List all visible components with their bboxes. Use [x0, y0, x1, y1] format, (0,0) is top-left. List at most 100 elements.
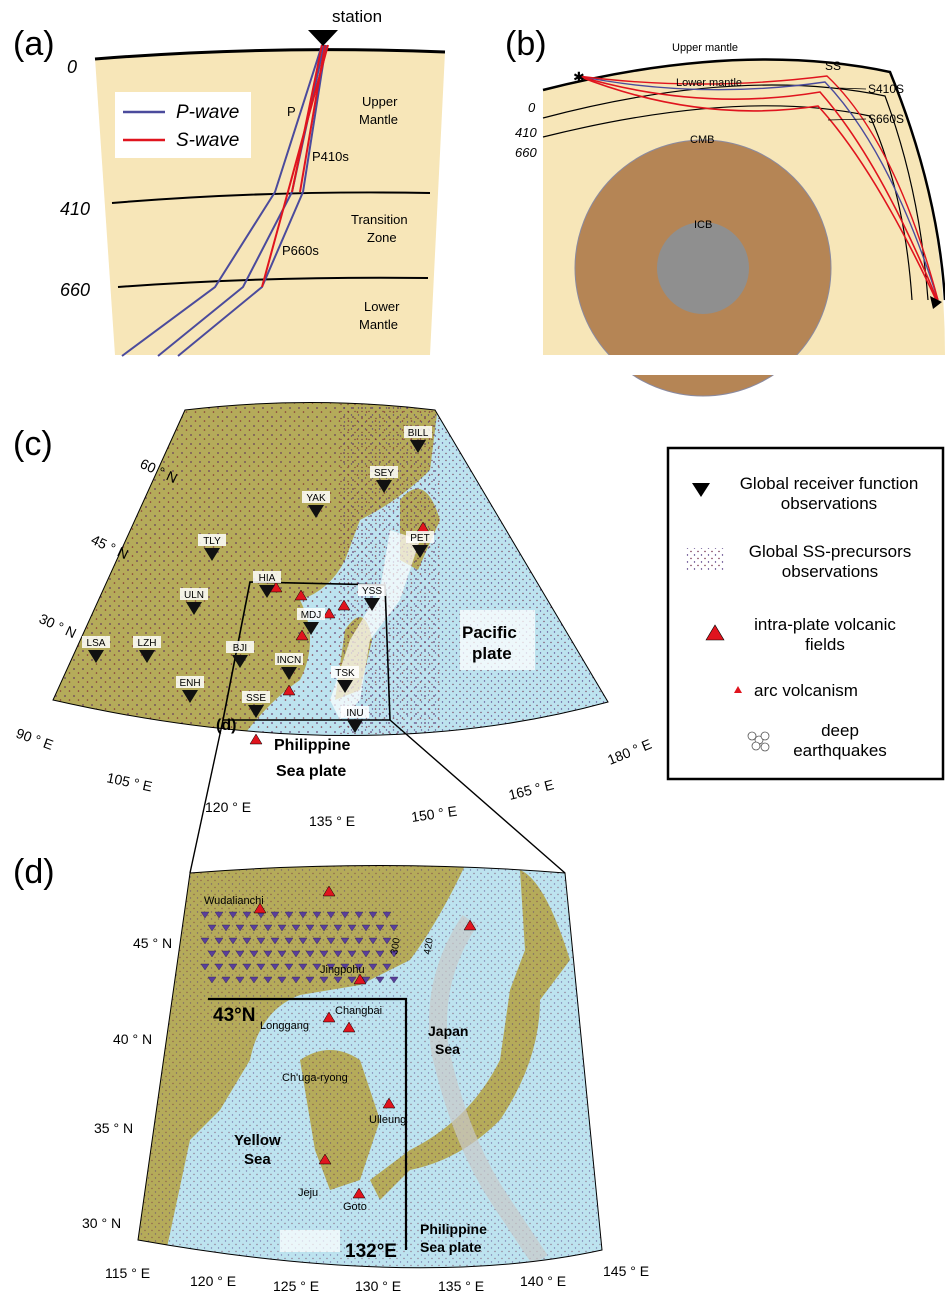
rf-station-marker: [291, 924, 301, 932]
yellow-sea-2: Sea: [244, 1151, 271, 1168]
rf-station-marker: [333, 976, 343, 984]
upper-mantle-label: Upper mantle: [672, 42, 738, 54]
rf-station-marker: [249, 976, 259, 984]
rf-station-marker: [368, 937, 378, 945]
rf-station-marker: [340, 963, 350, 971]
rf-station-marker: [326, 911, 336, 919]
station-marker-uln: [186, 602, 202, 615]
station-label-bg: [370, 466, 398, 478]
station-label-tsk: TSK: [335, 668, 355, 679]
s-wave-660: [261, 44, 329, 288]
rf-station-marker: [200, 963, 210, 971]
lon-180: 180 ° E: [605, 736, 654, 768]
d-lat-40: 40 ° N: [113, 1031, 152, 1047]
station-label-bg: [253, 571, 281, 583]
volcano-jingpohu: Jingpohu: [320, 964, 365, 976]
rf-station-marker: [382, 963, 392, 971]
rf-station-marker: [326, 937, 336, 945]
station-label-bg: [242, 691, 270, 703]
surface-arc: [542, 58, 945, 301]
volcano-longgang: Longgang: [260, 1020, 309, 1032]
legend-p-text: P-wave: [176, 102, 239, 123]
legend-ss-icon: [686, 548, 724, 570]
rf-station-marker: [319, 924, 329, 932]
station-label: station: [332, 7, 382, 26]
rf-station-marker: [361, 924, 371, 932]
volcano-marker: [382, 1097, 396, 1109]
p-wave-ray: [121, 44, 323, 357]
s660s-leader: [827, 118, 867, 121]
volcano-marker: [463, 919, 477, 931]
d-lat-45: 45 ° N: [133, 935, 172, 951]
rf-station-marker: [242, 911, 252, 919]
layer-mantle-2: Mantle: [359, 317, 398, 332]
receiver-icon: [930, 296, 942, 309]
lon-120: 120 ° E: [205, 799, 251, 815]
rf-station-marker: [333, 924, 343, 932]
rf-station-marker: [221, 924, 231, 932]
station-label-sey: SEY: [374, 468, 394, 479]
rf-station-marker: [242, 937, 252, 945]
rf-station-marker: [347, 924, 357, 932]
layer-zone: Zone: [367, 230, 397, 245]
profile-132e: 132°E: [345, 1241, 397, 1262]
rf-station-marker: [256, 963, 266, 971]
station-marker-mdj: [303, 622, 319, 635]
rf-station-marker: [270, 937, 280, 945]
station-label-inu: INU: [346, 708, 363, 719]
station-label-bg: [406, 531, 434, 543]
rf-station-marker: [242, 963, 252, 971]
rf-station-marker: [263, 976, 273, 984]
plate-label: plate: [472, 644, 512, 663]
legend-volcano-text: intra-plate volcanic fields: [754, 615, 896, 654]
legend-arc-text: arc volcanism: [754, 681, 858, 700]
legend-eq-text: deep earthquakes: [793, 721, 887, 760]
panel-a-label: (a): [13, 25, 55, 63]
station-label-bji: BJI: [233, 643, 247, 654]
deep-eq-band-d: [429, 915, 548, 1265]
rf-station-marker: [284, 963, 294, 971]
rf-station-marker: [347, 950, 357, 958]
legend-arc-icon: [734, 686, 742, 693]
d-lon-135: 135 ° E: [438, 1278, 484, 1293]
wave-legend-box: [115, 92, 251, 158]
station-marker-lsa: [88, 650, 104, 663]
rf-station-marker: [214, 963, 224, 971]
rf-station-marker: [361, 976, 371, 984]
rf-station-marker: [277, 976, 287, 984]
rf-station-marker: [263, 924, 273, 932]
rf-station-marker: [375, 924, 385, 932]
rf-station-marker: [298, 963, 308, 971]
rf-station-marker: [382, 911, 392, 919]
volcano-chugaryong: Ch'uga-ryong: [282, 1072, 348, 1084]
ray-label-p660s: P660s: [282, 243, 319, 258]
panel-c-label: (c): [13, 425, 53, 463]
station-marker-yak: [308, 505, 324, 518]
legend-rf-text: Global receiver function observations: [740, 474, 919, 513]
inner-core: [657, 222, 749, 314]
rf-station-marker: [382, 937, 392, 945]
volcano-markers-d: [253, 885, 477, 1199]
rf-station-marker: [200, 911, 210, 919]
japan-sea-1: Japan: [428, 1023, 468, 1039]
d660-line: [117, 276, 429, 288]
d-lat-35: 35 ° N: [94, 1120, 133, 1136]
rf-station-marker: [228, 963, 238, 971]
map-d: [138, 865, 602, 1268]
station-label-bg: [341, 706, 369, 718]
layer-upper: Upper: [362, 94, 398, 109]
d-lon-140: 140 ° E: [520, 1273, 566, 1289]
station-marker-sse: [248, 705, 264, 718]
rf-station-marker: [277, 950, 287, 958]
map-d-frame: [137, 865, 603, 1269]
rf-station-marker: [354, 963, 364, 971]
connector-right: [389, 719, 566, 874]
station-label-bg: [297, 608, 325, 620]
philippine-label: Philippine: [274, 737, 351, 754]
rf-station-marker: [305, 950, 315, 958]
volcano-ulleung: Ulleung: [369, 1114, 406, 1126]
rf-station-marker: [200, 937, 210, 945]
volcano-marker: [322, 885, 336, 897]
